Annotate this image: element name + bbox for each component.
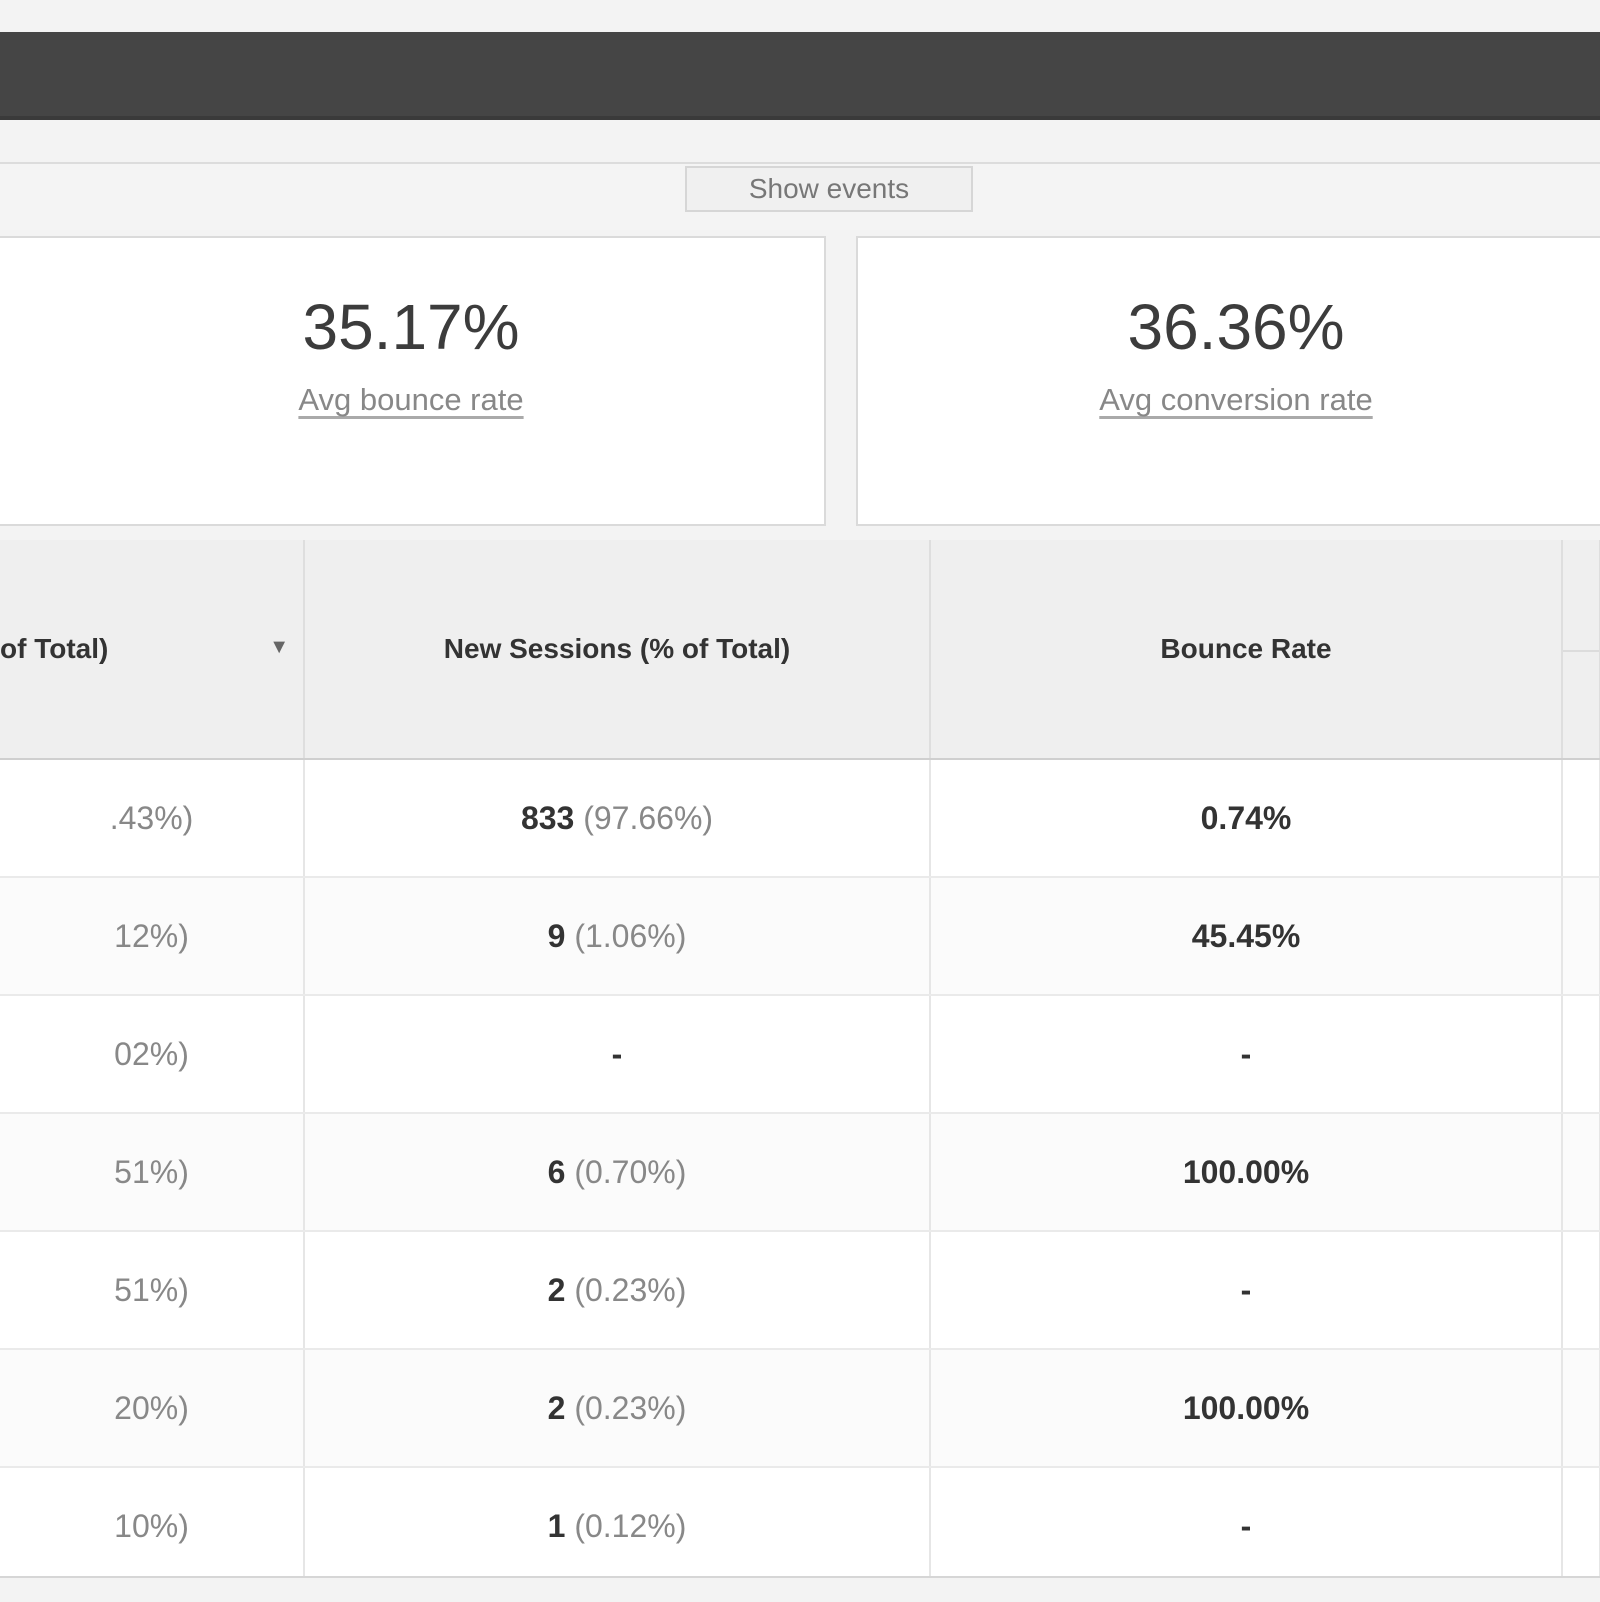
avg-bounce-rate-link[interactable]: Avg bounce rate [298,382,524,417]
next-column-cell [1562,1113,1600,1232]
bounce-rate-cell: - [930,1467,1563,1586]
bounce-rate-value: - [1240,1507,1252,1544]
sessions-cell: 20%) [0,1349,305,1468]
bounce-rate-column-header[interactable]: Bounce Rate [930,540,1563,760]
table-row: 51%) 2 (0.23%) - [0,1231,1600,1350]
new-sessions-cell: 833 (97.66%) [304,759,931,878]
sessions-cell: .43%) [0,759,305,878]
new-sessions-percent: (1.06%) [574,917,687,954]
avg-bounce-rate-card: 35.17% Avg bounce rate [0,236,826,526]
bounce-rate-value: 100.00% [1182,1153,1310,1190]
bounce-rate-cell: 100.00% [930,1349,1563,1468]
next-column-cell [1562,759,1600,878]
next-column-cell [1562,995,1600,1114]
new-sessions-percent: (0.70%) [574,1153,687,1190]
next-column-cell [1562,877,1600,996]
sessions-column-header[interactable]: of Total) ▼ [0,540,305,760]
sessions-cell: 10%) [0,1467,305,1586]
bounce-rate-cell: - [930,1231,1563,1350]
sessions-cell: 02%) [0,995,305,1114]
bounce-rate-cell: 100.00% [930,1113,1563,1232]
sort-desc-icon[interactable]: ▼ [269,636,289,658]
table-header-row: of Total) ▼ New Sessions (% of Total) Bo… [0,540,1600,760]
sessions-cell: 51%) [0,1113,305,1232]
new-sessions-percent: (97.66%) [583,799,714,836]
bounce-rate-cell: 0.74% [930,759,1563,878]
table-row: 20%) 2 (0.23%) 100.00% [0,1349,1600,1468]
chart-toolstrip: Show events [0,162,1600,230]
next-column-cell [1562,1467,1600,1586]
new-sessions-column-header[interactable]: New Sessions (% of Total) [304,540,931,760]
new-sessions-percent: (0.23%) [574,1389,687,1426]
bounce-rate-cell: - [930,995,1563,1114]
header-divider [1563,650,1599,652]
table-row: 02%) - - [0,995,1600,1114]
new-sessions-cell: - [304,995,931,1114]
bounce-rate-value: 45.45% [1191,917,1301,954]
show-events-button[interactable]: Show events [685,166,973,212]
new-sessions-percent: (0.12%) [574,1507,687,1544]
next-column-header[interactable] [1562,540,1600,760]
bounce-rate-value: - [1240,1271,1252,1308]
card-value: 35.17% [302,291,520,363]
new-sessions-value: 9 [547,917,566,954]
table-row: 10%) 1 (0.12%) - [0,1467,1600,1586]
new-sessions-value: 1 [547,1507,566,1544]
bounce-rate-cell: 45.45% [930,877,1563,996]
new-sessions-value: 2 [547,1389,566,1426]
header-label: of Total) [0,633,109,664]
bounce-rate-value: 100.00% [1182,1389,1310,1426]
new-sessions-value: 833 [520,799,575,836]
table-row: .43%) 833 (97.66%) 0.74% [0,759,1600,878]
new-sessions-value: 2 [547,1271,566,1308]
table-row: 51%) 6 (0.70%) 100.00% [0,1113,1600,1232]
table-row: 12%) 9 (1.06%) 45.45% [0,877,1600,996]
bounce-rate-value: 0.74% [1200,799,1292,836]
sessions-cell: 51%) [0,1231,305,1350]
next-column-cell [1562,1231,1600,1350]
avg-conversion-rate-card: 36.36% Avg conversion rate [856,236,1600,526]
new-sessions-cell: 9 (1.06%) [304,877,931,996]
page-footer-band [0,1576,1600,1602]
bounce-rate-value: - [1240,1035,1252,1072]
avg-conversion-rate-link[interactable]: Avg conversion rate [1099,382,1373,417]
sessions-cell: 12%) [0,877,305,996]
new-sessions-value: - [611,1035,623,1072]
new-sessions-cell: 2 (0.23%) [304,1231,931,1350]
new-sessions-value: 6 [547,1153,566,1190]
top-navigation-bar [0,32,1600,120]
new-sessions-percent: (0.23%) [574,1271,687,1308]
new-sessions-cell: 2 (0.23%) [304,1349,931,1468]
new-sessions-cell: 1 (0.12%) [304,1467,931,1586]
new-sessions-cell: 6 (0.70%) [304,1113,931,1232]
report-table: of Total) ▼ New Sessions (% of Total) Bo… [0,540,1600,1586]
card-value: 36.36% [1127,291,1345,363]
next-column-cell [1562,1349,1600,1468]
